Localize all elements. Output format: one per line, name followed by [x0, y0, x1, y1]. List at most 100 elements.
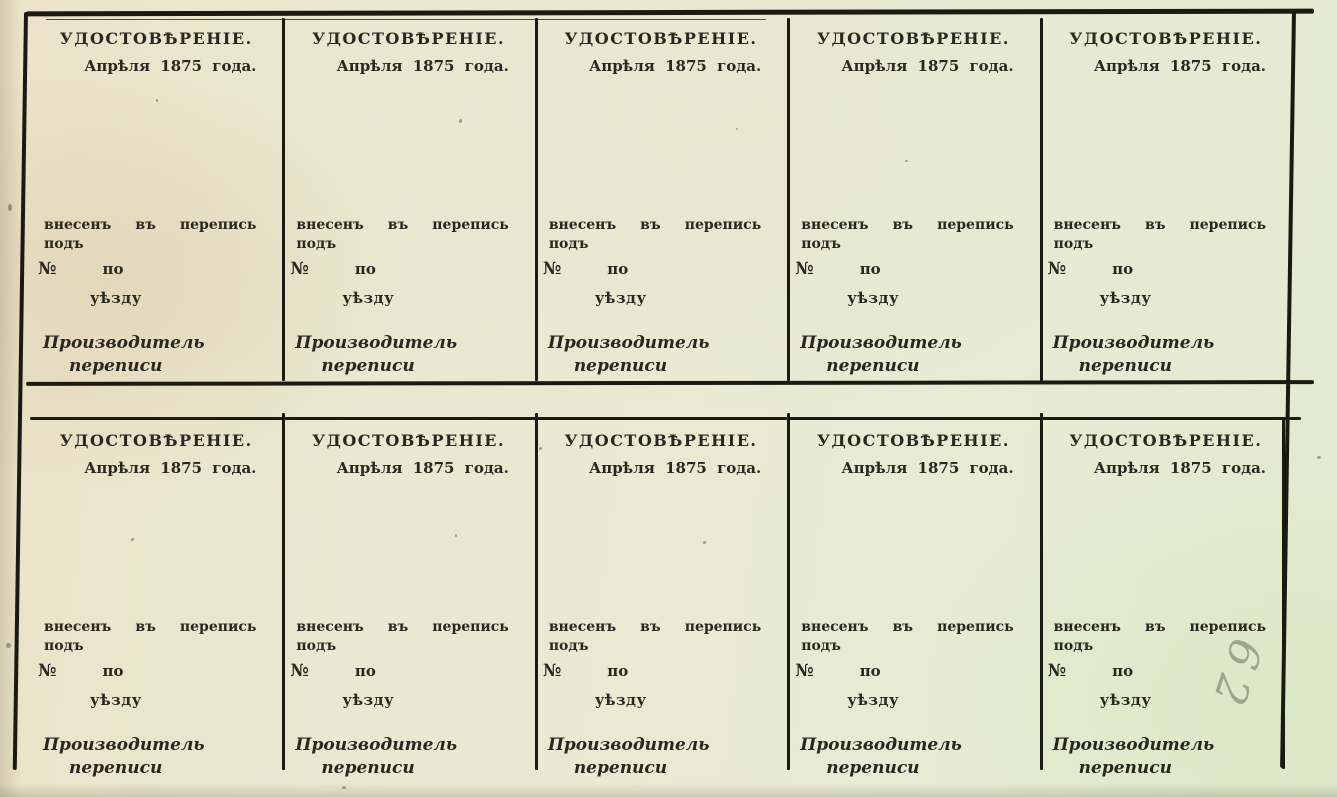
number-line: № по — [535, 259, 787, 280]
certificate-date: Апрѣля 1875 года. — [336, 459, 509, 477]
number-sign: № — [542, 661, 562, 681]
uyezd-label: уѣзду — [1099, 691, 1152, 709]
dust-speck — [156, 99, 158, 102]
entry-line: внесенъ въ перепись подъ — [296, 217, 509, 252]
dust-speck — [905, 160, 908, 162]
number-line: № по — [282, 661, 534, 682]
number-line: № по — [787, 259, 1039, 280]
producer-block: Производитель переписи — [787, 332, 1039, 378]
po-label: по — [859, 662, 881, 680]
dust-speck — [703, 541, 706, 544]
certificate-date: Апрѣля 1875 года. — [841, 57, 1014, 75]
producer-block: Производитель переписи — [535, 734, 787, 780]
number-line: № по — [30, 661, 282, 682]
certificate-card: УДОСТОВѢРЕНІЕ. Апрѣля 1875 года. внесенъ… — [30, 18, 282, 381]
top-rule — [25, 8, 1315, 17]
certificate-date: Апрѣля 1875 года. — [589, 57, 762, 75]
po-label: по — [1112, 662, 1134, 680]
dust-speck — [539, 447, 542, 450]
column-divider — [534, 413, 538, 770]
producer-block: Производитель переписи — [535, 332, 787, 378]
number-sign: № — [1047, 661, 1067, 681]
certificate-title: УДОСТОВѢРЕНІЕ. — [564, 431, 758, 450]
producer-line1: Производитель — [1052, 735, 1215, 755]
producer-line1: Производитель — [295, 735, 458, 755]
column-divider — [1039, 18, 1043, 381]
dust-speck — [131, 538, 134, 541]
producer-line2: переписи — [826, 758, 920, 778]
certificate-date: Апрѣля 1875 года. — [336, 57, 509, 75]
po-label: по — [1112, 260, 1134, 278]
producer-line2: переписи — [69, 758, 163, 778]
certificate-card: УДОСТОВѢРЕНІЕ. Апрѣля 1875 года. внесенъ… — [30, 420, 282, 797]
number-sign: № — [542, 259, 562, 279]
column-divider — [1282, 417, 1285, 769]
po-label: по — [102, 260, 124, 278]
column-divider — [534, 18, 538, 381]
entry-line: внесенъ въ перепись подъ — [548, 619, 762, 654]
certificate-card: УДОСТОВѢРЕНІЕ. Апрѣля 1875 года. внесенъ… — [787, 18, 1039, 381]
po-label: по — [102, 662, 124, 680]
producer-line1: Производитель — [43, 333, 205, 353]
producer-line2: переписи — [826, 356, 920, 376]
entry-line: внесенъ въ перепись подъ — [1053, 619, 1267, 654]
page-edge-shadow-bottom — [0, 783, 1337, 797]
entry-line: внесенъ въ перепись подъ — [44, 217, 257, 252]
certificate-title: УДОСТОВѢРЕНІЕ. — [564, 29, 758, 48]
certificate-title: УДОСТОВѢРЕНІЕ. — [312, 29, 506, 48]
entry-line: внесенъ въ перепись подъ — [44, 619, 257, 654]
producer-block: Производитель переписи — [1040, 332, 1292, 378]
column-divider — [282, 18, 286, 381]
number-sign: № — [290, 661, 309, 681]
po-label: по — [354, 260, 376, 278]
number-sign: № — [38, 259, 57, 279]
certificate-date: Апрѣля 1875 года. — [1093, 57, 1267, 75]
producer-line1: Производитель — [547, 333, 710, 353]
producer-block: Производитель переписи — [282, 332, 534, 378]
po-label: по — [607, 260, 629, 278]
certificate-card: УДОСТОВѢРЕНІЕ. Апрѣля 1875 года. внесенъ… — [282, 18, 534, 381]
po-label: по — [859, 260, 881, 278]
dust-speck — [1317, 456, 1321, 459]
uyezd-label: уѣзду — [847, 691, 900, 709]
certificate-title: УДОСТОВѢРЕНІЕ. — [816, 431, 1010, 450]
producer-block: Производитель переписи — [30, 734, 282, 780]
certificate-card: УДОСТОВѢРЕНІЕ. Апрѣля 1875 года. внесенъ… — [282, 420, 534, 797]
uyezd-label: уѣзду — [847, 289, 900, 307]
producer-line2: переписи — [321, 758, 415, 778]
certificate-title: УДОСТОВѢРЕНІЕ. — [1069, 29, 1263, 48]
uyezd-label: уѣзду — [1099, 289, 1152, 307]
producer-line2: переписи — [321, 356, 415, 376]
producer-line1: Производитель — [295, 333, 458, 353]
certificate-row-top: УДОСТОВѢРЕНІЕ. Апрѣля 1875 года. внесенъ… — [30, 18, 1292, 381]
certificate-title: УДОСТОВѢРЕНІЕ. — [816, 29, 1010, 48]
entry-line: внесенъ въ перепись подъ — [296, 619, 509, 654]
producer-line1: Производитель — [547, 735, 710, 755]
certificate-date: Апрѣля 1875 года. — [589, 459, 762, 477]
producer-line1: Производитель — [800, 735, 962, 755]
column-divider — [282, 413, 286, 770]
certificate-date: Апрѣля 1875 года. — [84, 459, 257, 477]
number-line: № по — [1040, 259, 1292, 280]
certificate-card: УДОСТОВѢРЕНІЕ. Апрѣля 1875 года. внесенъ… — [787, 420, 1039, 797]
certificate-card: УДОСТОВѢРЕНІЕ. Апрѣля 1875 года. внесенъ… — [535, 18, 787, 381]
certificate-card: УДОСТОВѢРЕНІЕ. Апрѣля 1875 года. внесенъ… — [1040, 420, 1292, 797]
entry-line: внесенъ въ перепись подъ — [801, 619, 1014, 654]
number-line: № по — [282, 259, 534, 280]
producer-line1: Производитель — [800, 333, 962, 353]
certificate-title: УДОСТОВѢРЕНІЕ. — [312, 431, 506, 450]
column-divider — [787, 18, 791, 381]
number-line: № по — [787, 661, 1039, 682]
entry-line: внесенъ въ перепись подъ — [801, 217, 1014, 252]
uyezd-label: уѣзду — [342, 289, 395, 307]
certificate-date: Апрѣля 1875 года. — [84, 57, 257, 75]
dust-speck — [736, 128, 738, 130]
producer-block: Производитель переписи — [282, 734, 534, 780]
producer-line2: переписи — [1078, 356, 1172, 376]
po-label: по — [607, 662, 629, 680]
number-line: № по — [1040, 661, 1292, 682]
certificate-card: УДОСТОВѢРЕНІЕ. Апрѣля 1875 года. внесенъ… — [535, 420, 787, 797]
uyezd-label: уѣзду — [90, 289, 142, 307]
producer-line2: переписи — [573, 356, 668, 376]
